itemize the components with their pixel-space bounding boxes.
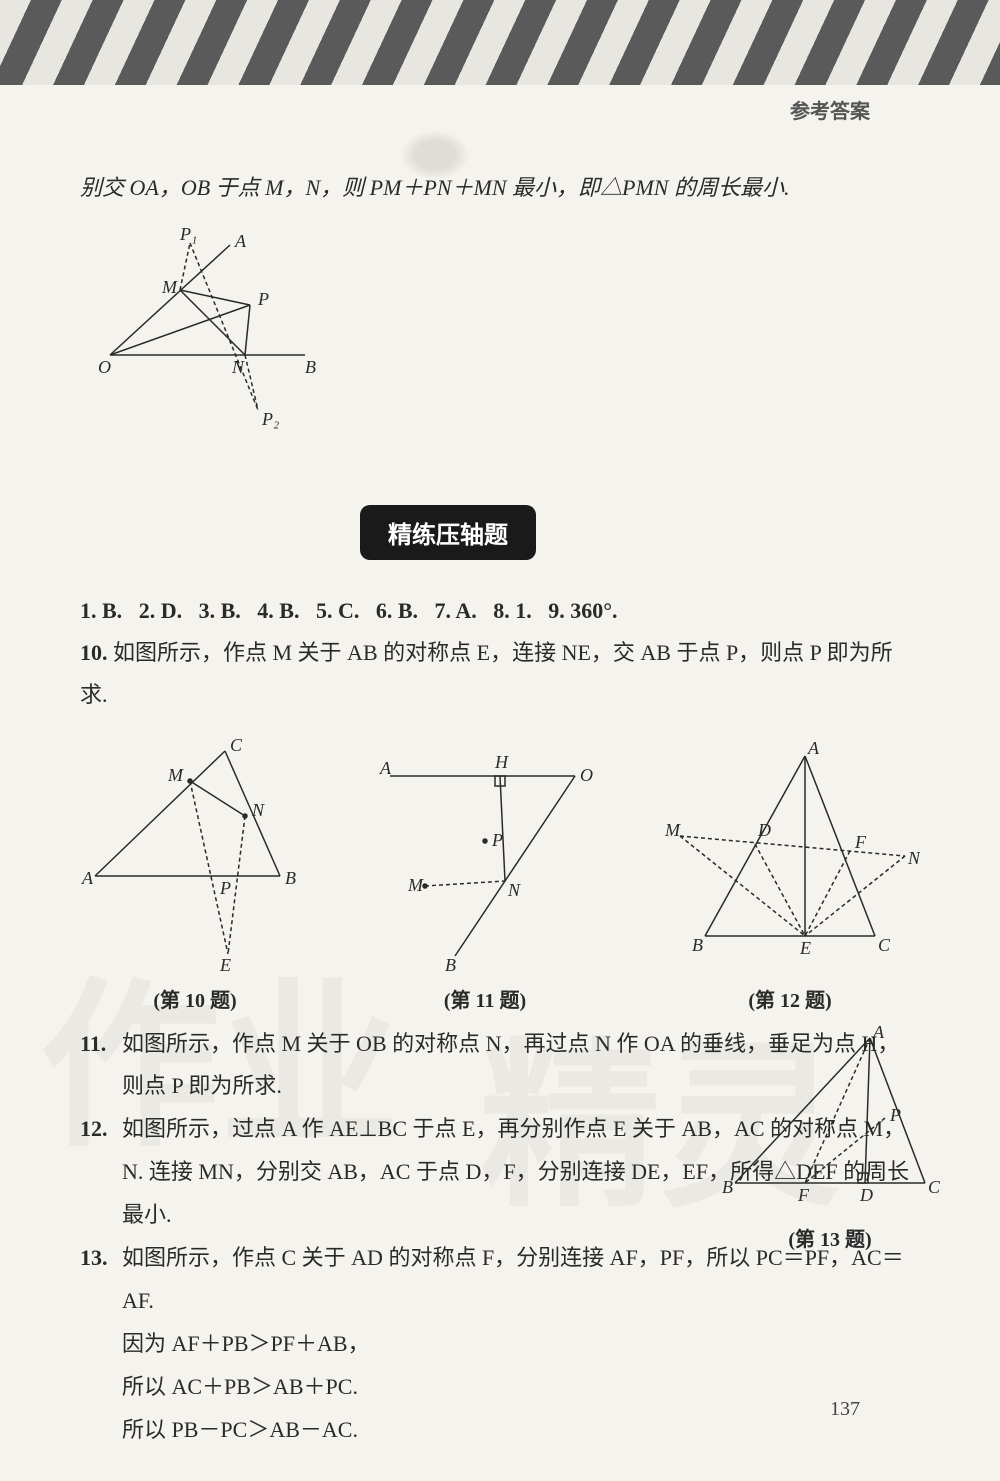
svg-text:B: B: [285, 868, 296, 888]
lbl-A: A: [234, 231, 247, 251]
section-badge: 精练压轴题: [360, 505, 536, 560]
fig10-cell: C M N A P B E (第 10 题): [80, 736, 310, 1013]
q10-text: 如图所示，作点 M 关于 AB 的对称点 E，连接 NE，交 AB 于点 P，则…: [80, 640, 893, 707]
a3: 3. B.: [199, 598, 241, 623]
svg-text:A: A: [807, 738, 820, 758]
a5: 5. C.: [316, 598, 359, 623]
page-number: 137: [830, 1398, 860, 1421]
svg-text:A: A: [872, 1023, 885, 1042]
svg-text:N: N: [507, 880, 521, 900]
q11-num: 11.: [80, 1023, 122, 1109]
q10-num: 10.: [80, 640, 108, 665]
a7: 7. A.: [435, 598, 477, 623]
lbl-B: B: [305, 357, 316, 377]
svg-text:F: F: [854, 832, 867, 852]
a2: 2. D.: [139, 598, 182, 623]
fig13-caption: (第 13 题): [720, 1221, 940, 1260]
svg-text:N: N: [251, 800, 265, 820]
figures-row: C M N A P B E (第 10 题): [80, 736, 920, 1013]
q10: 10. 如图所示，作点 M 关于 AB 的对称点 E，连接 NE，交 AB 于点…: [80, 632, 920, 716]
fig13-svg: A P B F D C: [720, 1023, 940, 1213]
qa-block: A P B F D C (第 13 题) 11. 如图所示，作点 M 关于 OB…: [80, 1023, 920, 1452]
fig12-cell: A M D F N B E C (第 12 题): [660, 736, 920, 1013]
svg-text:M: M: [664, 820, 681, 840]
a4: 4. B.: [257, 598, 299, 623]
svg-text:A: A: [379, 758, 392, 778]
lbl-P2: P₂: [261, 409, 279, 429]
svg-text:P: P: [491, 830, 503, 850]
lbl-N: N: [231, 357, 245, 377]
q13-num: 13.: [80, 1237, 122, 1323]
figure-top: P₁ A M P O N B P₂: [80, 225, 920, 435]
fig11-cell: A H O P M N B (第 11 题): [370, 736, 600, 1013]
svg-text:C: C: [928, 1177, 940, 1197]
svg-text:N: N: [907, 848, 920, 868]
svg-text:F: F: [797, 1185, 810, 1205]
a6: 6. B.: [376, 598, 418, 623]
svg-text:B: B: [692, 935, 703, 955]
q13-l3: 所以 AC＋PB＞AB＋PC.: [80, 1366, 920, 1409]
answers-line: 1. B. 2. D. 3. B. 4. B. 5. C. 6. B. 7. A…: [80, 590, 920, 632]
q12-num: 12.: [80, 1108, 122, 1237]
hatch-border: [0, 0, 1000, 85]
svg-text:M: M: [167, 765, 184, 785]
fig11-caption: (第 11 题): [370, 984, 600, 1013]
svg-text:D: D: [859, 1185, 873, 1205]
svg-text:C: C: [230, 736, 243, 755]
lbl-P1: P₁: [179, 225, 197, 244]
fig11-svg: A H O P M N B: [370, 736, 600, 976]
continuation-text: 别交 OA，OB 于点 M，N，则 PM＋PN＋MN 最小，即△PMN 的周长最…: [80, 170, 920, 205]
svg-text:P: P: [889, 1105, 901, 1125]
svg-text:C: C: [878, 935, 891, 955]
a8: 8. 1.: [493, 598, 532, 623]
svg-text:A: A: [81, 868, 94, 888]
fig12-svg: A M D F N B E C: [660, 736, 920, 976]
svg-text:E: E: [799, 938, 811, 958]
svg-text:M: M: [407, 875, 424, 895]
a9: 9. 360°.: [548, 598, 617, 623]
svg-text:E: E: [219, 955, 231, 975]
lbl-M: M: [161, 277, 178, 297]
a1: 1. B.: [80, 598, 122, 623]
page-content: 别交 OA，OB 于点 M，N，则 PM＋PN＋MN 最小，即△PMN 的周长最…: [80, 170, 920, 1451]
svg-text:O: O: [580, 765, 593, 785]
svg-text:B: B: [722, 1177, 733, 1197]
q13-l2: 因为 AF＋PB＞PF＋AB，: [80, 1323, 920, 1366]
svg-text:D: D: [757, 820, 771, 840]
svg-text:H: H: [494, 752, 509, 772]
figure-top-svg: P₁ A M P O N B P₂: [80, 225, 340, 435]
svg-text:B: B: [445, 955, 456, 975]
fig13: A P B F D C (第 13 题): [720, 1023, 940, 1260]
fig10-caption: (第 10 题): [80, 984, 310, 1013]
lbl-O: O: [98, 357, 111, 377]
fig10-svg: C M N A P B E: [80, 736, 310, 976]
header-label: 参考答案: [790, 95, 870, 124]
q13-l4: 所以 PB－PC＞AB－AC.: [80, 1409, 920, 1452]
lbl-P: P: [257, 289, 269, 309]
svg-text:P: P: [219, 878, 231, 898]
fig12-caption: (第 12 题): [660, 984, 920, 1013]
